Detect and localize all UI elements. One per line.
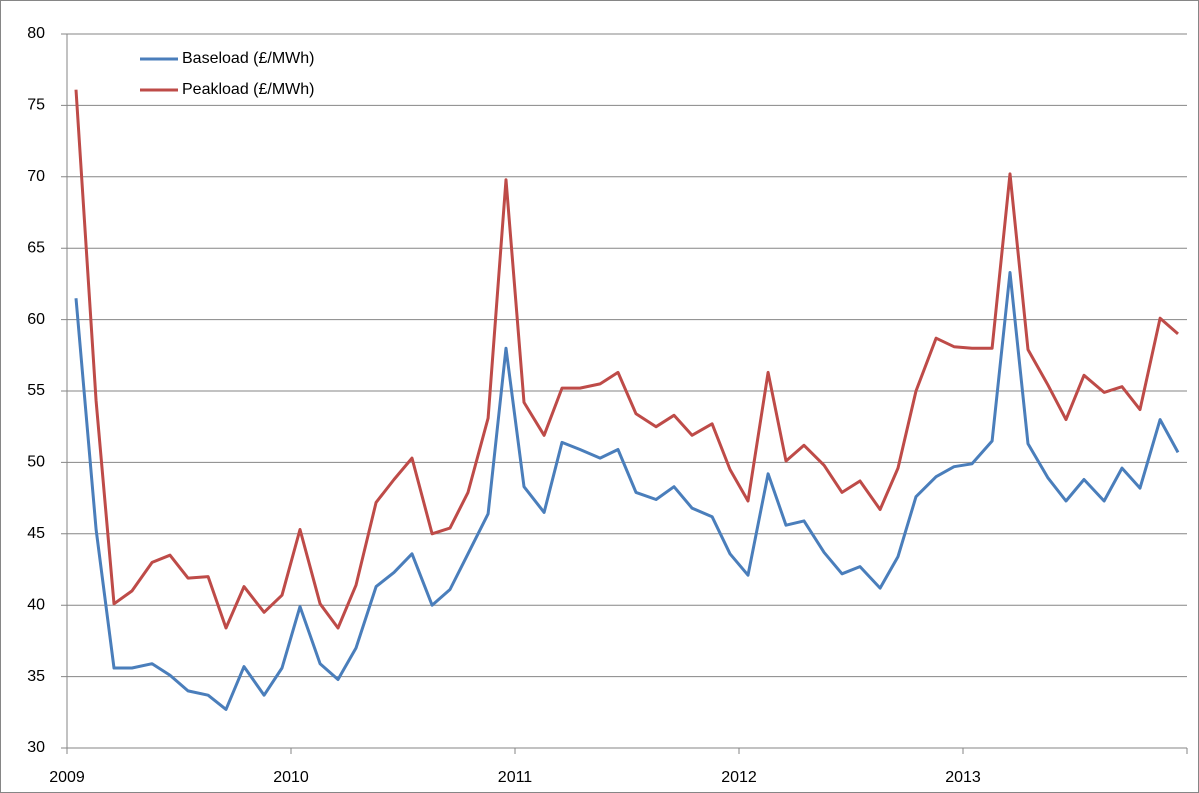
x-tick-label: 2013 (945, 769, 981, 786)
y-tick-label: 50 (27, 454, 45, 471)
series-line (74, 89, 1179, 630)
y-tick-label: 75 (27, 97, 45, 114)
y-tick-label: 65 (27, 239, 45, 256)
x-tick-label: 2010 (273, 769, 309, 786)
y-tick-label: 70 (27, 168, 45, 185)
y-tick-label: 80 (27, 25, 45, 42)
y-tick-label: 60 (27, 311, 45, 328)
series-line (74, 271, 1180, 711)
x-tick-label: 2012 (721, 769, 757, 786)
x-tick-label: 2009 (49, 769, 85, 786)
x-tick-label: 2011 (498, 769, 533, 786)
y-tick-label: 35 (27, 668, 45, 685)
y-tick-label: 40 (27, 596, 45, 613)
legend-label: Peakload (£/MWh) (182, 81, 315, 98)
y-tick-label: 55 (27, 382, 45, 399)
legend-label: Baseload (£/MWh) (182, 50, 315, 67)
y-tick-label: 45 (27, 525, 45, 542)
y-tick-label: 30 (27, 739, 45, 756)
